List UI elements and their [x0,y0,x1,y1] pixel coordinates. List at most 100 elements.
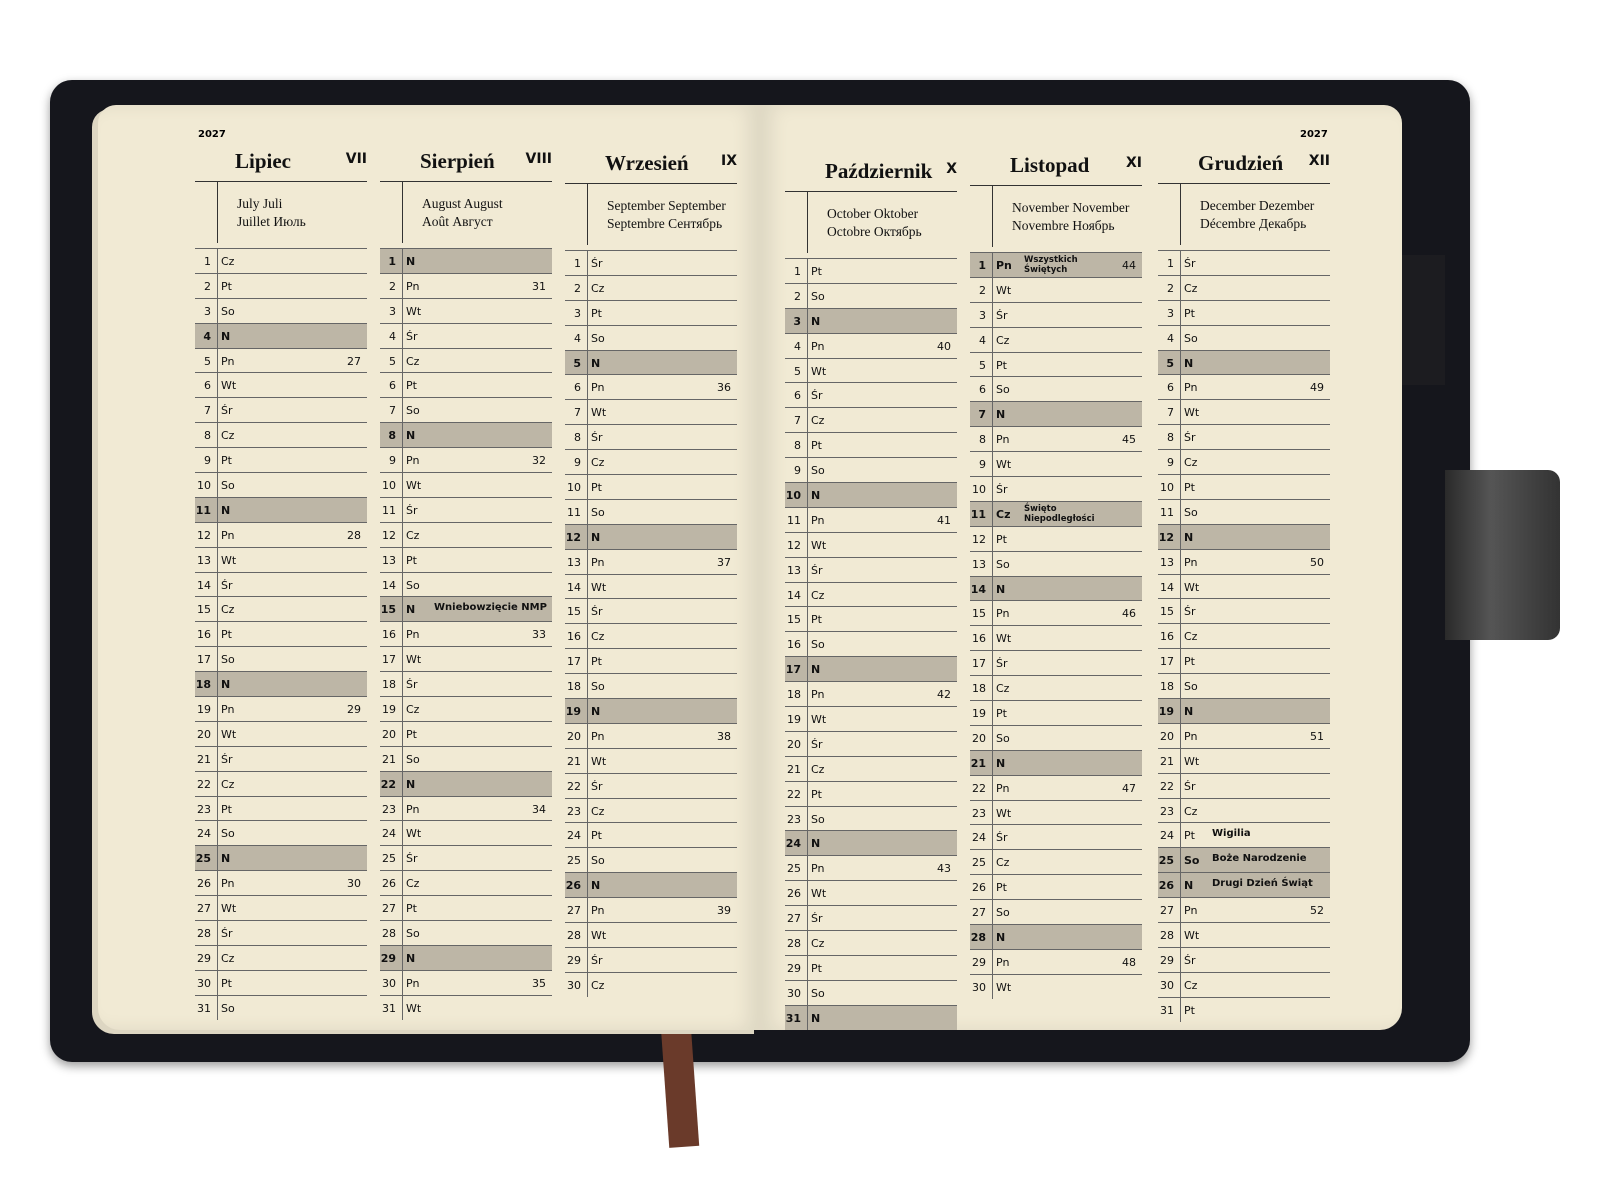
day-row[interactable]: 28 N [970,924,1142,949]
day-row[interactable]: 22 Śr [565,772,737,798]
day-row[interactable]: 6 Pt [380,372,552,398]
day-row[interactable]: 3 Pt [1158,299,1330,325]
day-row[interactable]: 2 Wt [970,276,1142,302]
day-row[interactable]: 25 Pn 43 [785,855,957,881]
day-row[interactable]: 12 Pn 28 [195,521,367,547]
day-row[interactable]: 15 Śr [565,598,737,624]
day-row[interactable]: 19 N [1158,698,1330,723]
day-row[interactable]: 25 N [195,845,367,871]
day-row[interactable]: 31 Pt [1158,996,1330,1022]
day-row[interactable]: 9 Cz [1158,449,1330,475]
day-row[interactable]: 13 Pn 37 [565,548,737,574]
day-row[interactable]: 24 Pt [565,822,737,848]
day-row[interactable]: 10 Śr [970,476,1142,501]
day-row[interactable]: 9 Wt [970,451,1142,477]
day-row[interactable]: 2 Pt [195,272,367,298]
day-row[interactable]: 29 Śr [565,946,737,972]
day-row[interactable]: 26 Wt [785,880,957,906]
day-row[interactable]: 25 So Boże Narodzenie [1158,847,1330,873]
day-row[interactable]: 23 Pt [195,795,367,821]
day-row[interactable]: 21 Wt [565,747,737,773]
day-row[interactable]: 5 Cz [380,347,552,373]
day-row[interactable]: 18 Cz [970,675,1142,701]
day-row[interactable]: 20 Pn 38 [565,722,737,748]
day-row[interactable]: 11 Pn 41 [785,506,957,532]
day-row[interactable]: 4 So [1158,324,1330,350]
day-row[interactable]: 27 Pn 39 [565,897,737,923]
day-row[interactable]: 16 Pn 33 [380,621,552,647]
day-row[interactable]: 21 Śr [195,745,367,771]
day-row[interactable]: 12 Wt [785,531,957,557]
day-row[interactable]: 15 Pn 46 [970,600,1142,626]
day-row[interactable]: 1 Pt [785,258,957,283]
day-row[interactable]: 6 So [970,376,1142,402]
day-row[interactable]: 18 So [1158,673,1330,699]
day-row[interactable]: 24 So [195,820,367,846]
day-row[interactable]: 21 Wt [1158,747,1330,773]
day-row[interactable]: 13 Pn 50 [1158,548,1330,574]
day-row[interactable]: 27 So [970,899,1142,925]
day-row[interactable]: 16 Pt [195,621,367,647]
day-row[interactable]: 14 So [380,571,552,597]
day-row[interactable]: 26 Pn 30 [195,870,367,896]
day-row[interactable]: 10 Pt [1158,474,1330,499]
day-row[interactable]: 7 So [380,397,552,423]
day-row[interactable]: 29 Pt [785,954,957,980]
day-row[interactable]: 26 N Drugi Dzień Świąt [1158,872,1330,898]
day-row[interactable]: 14 N [970,575,1142,601]
day-row[interactable]: 17 Wt [380,646,552,672]
day-row[interactable]: 13 Wt [195,546,367,572]
day-row[interactable]: 20 Pn 51 [1158,722,1330,748]
day-row[interactable]: 1 Cz [195,248,367,273]
day-row[interactable]: 12 N [1158,523,1330,549]
day-row[interactable]: 4 Śr [380,322,552,348]
day-row[interactable]: 28 Wt [1158,922,1330,947]
day-row[interactable]: 8 Cz [195,422,367,448]
day-row[interactable]: 8 Śr [565,424,737,450]
day-row[interactable]: 7 Wt [565,399,737,425]
day-row[interactable]: 10 Pt [565,474,737,499]
day-row[interactable]: 20 So [970,724,1142,750]
day-row[interactable]: 12 Cz [380,521,552,547]
day-row[interactable]: 7 Śr [195,397,367,423]
day-row[interactable]: 14 Cz [785,581,957,607]
day-row[interactable]: 25 So [565,847,737,873]
day-row[interactable]: 3 Śr [970,301,1142,327]
day-row[interactable]: 1 Śr [565,250,737,275]
day-row[interactable]: 29 Śr [1158,946,1330,972]
day-row[interactable]: 27 Pt [380,895,552,921]
day-row[interactable]: 21 So [380,745,552,771]
day-row[interactable]: 18 Pn 42 [785,681,957,707]
day-row[interactable]: 16 So [785,631,957,657]
day-row[interactable]: 11 Śr [380,496,552,522]
day-row[interactable]: 17 Śr [970,650,1142,676]
day-row[interactable]: 27 Pn 52 [1158,897,1330,923]
day-row[interactable]: 31 So [195,994,367,1020]
day-row[interactable]: 3 Pt [565,299,737,325]
day-row[interactable]: 3 Wt [380,297,552,323]
day-row[interactable]: 21 Cz [785,755,957,781]
day-row[interactable]: 30 Cz [565,971,737,997]
day-row[interactable]: 18 Śr [380,671,552,697]
day-row[interactable]: 30 So [785,979,957,1005]
day-row[interactable]: 4 Pn 40 [785,332,957,358]
day-row[interactable]: 15 N Wniebowzięcie NMP [380,596,552,622]
day-row[interactable]: 20 Wt [195,720,367,746]
day-row[interactable]: 19 Wt [785,706,957,731]
day-row[interactable]: 7 Wt [1158,399,1330,425]
day-row[interactable]: 28 Śr [195,920,367,945]
day-row[interactable]: 9 Pn 32 [380,447,552,473]
day-row[interactable]: 5 Wt [785,357,957,383]
day-row[interactable]: 8 Pn 45 [970,426,1142,452]
day-row[interactable]: 22 Cz [195,770,367,796]
day-row[interactable]: 5 Pn 27 [195,347,367,373]
day-row[interactable]: 28 Wt [565,922,737,947]
day-row[interactable]: 25 Śr [380,845,552,871]
day-row[interactable]: 20 Śr [785,730,957,756]
day-row[interactable]: 30 Wt [970,973,1142,999]
day-row[interactable]: 6 Wt [195,372,367,398]
day-row[interactable]: 9 So [785,457,957,483]
